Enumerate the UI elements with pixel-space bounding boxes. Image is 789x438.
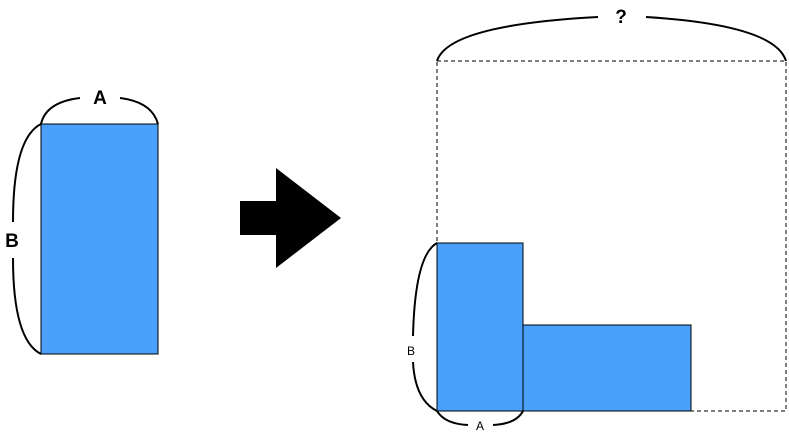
top-label: ? xyxy=(615,7,627,28)
width-label: A xyxy=(93,88,107,109)
left-figure: A B xyxy=(5,88,159,355)
top-brace xyxy=(645,16,787,62)
side-brace xyxy=(412,242,438,337)
bottom-brace xyxy=(436,410,469,426)
horizontal-rectangle xyxy=(522,324,692,412)
height-brace xyxy=(12,123,42,223)
side-label: B xyxy=(407,344,415,358)
side-brace xyxy=(412,361,438,412)
right-arrow-icon xyxy=(240,168,341,268)
upright-rectangle xyxy=(436,242,524,412)
height-label: B xyxy=(5,231,19,252)
width-brace xyxy=(40,97,81,125)
bottom-label: A xyxy=(476,419,484,433)
original-rectangle xyxy=(40,123,159,355)
width-brace xyxy=(119,97,159,125)
bottom-brace xyxy=(492,410,524,426)
height-brace xyxy=(12,257,42,355)
right-figure: ? B A xyxy=(407,7,787,433)
top-brace xyxy=(436,16,599,62)
